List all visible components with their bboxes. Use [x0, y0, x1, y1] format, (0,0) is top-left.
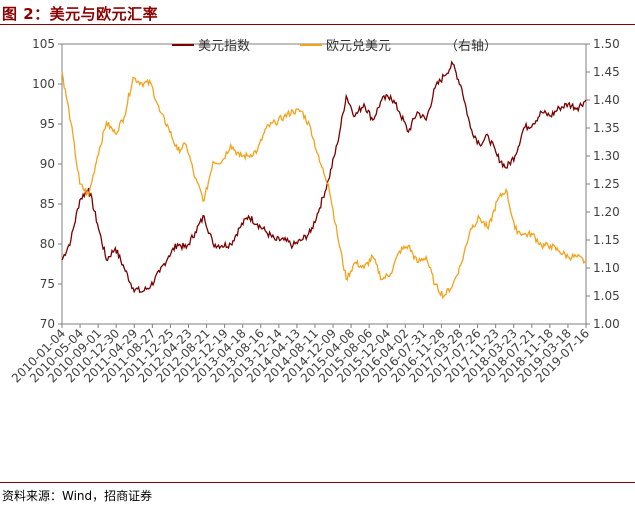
y-left-tick-label: 70 [40, 317, 55, 331]
y-right-tick-label: 1.10 [593, 261, 620, 275]
y-right-tick-label: 1.15 [593, 233, 620, 247]
chart: 70 75 80 85 90 95 100 105 1.00 1.05 1.10 1.15 1.20 1.… [9, 37, 620, 385]
bottom-rule [0, 482, 635, 483]
y-left-tick-label: 105 [32, 37, 55, 51]
y-right-tick-label: 1.25 [593, 177, 620, 191]
y-right-tick-label: 1.20 [593, 205, 620, 219]
legend-right-axis-note: （右轴） [445, 39, 497, 54]
legend-eurusd-label: 欧元兑美元 [326, 39, 391, 54]
y-right-tick-label: 1.30 [593, 149, 620, 163]
y-left-tick-label: 100 [32, 77, 55, 91]
y-right-tick-label: 1.00 [593, 317, 620, 331]
y-right-tick-label: 1.40 [593, 93, 620, 107]
chart-lines [61, 60, 587, 300]
y-left-tick-label: 80 [40, 237, 55, 251]
y-right-tick-label: 1.50 [593, 37, 620, 51]
y-left-tick-label: 90 [40, 157, 55, 171]
y-left-tick-label: 95 [40, 117, 55, 131]
y-right-tick-label: 1.05 [593, 289, 620, 303]
legend-dxy-label: 美元指数 [198, 39, 250, 54]
y-left-tick-label: 75 [40, 277, 55, 291]
plot-frame [61, 43, 587, 325]
y-right-tick-label: 1.35 [593, 121, 620, 135]
y-left-tick-label: 85 [40, 197, 55, 211]
series-line-eurusd [61, 71, 587, 300]
top-rule [0, 24, 635, 25]
y-right-tick-label: 1.45 [593, 65, 620, 79]
series-line-dxy [61, 60, 587, 294]
figure-title: 图 2：美元与欧元汇率 [2, 5, 159, 23]
chart-axes: 70 75 80 85 90 95 100 105 1.00 1.05 1.10 1.15 1.20 1.… [9, 37, 620, 385]
source-note: 资料来源：Wind，招商证券 [2, 489, 153, 503]
chart-legend: 美元指数 欧元兑美元 （右轴） [172, 39, 497, 54]
